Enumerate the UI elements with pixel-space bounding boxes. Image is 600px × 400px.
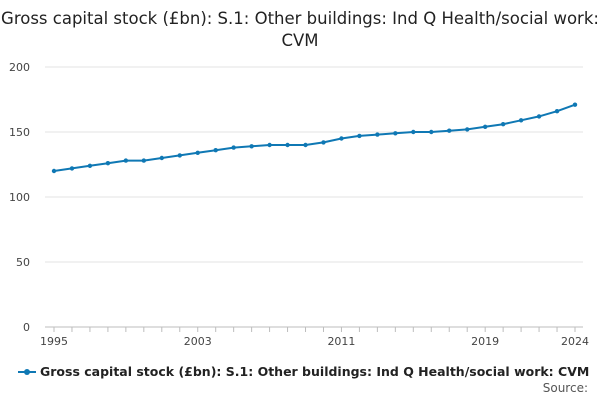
data-point-2023 xyxy=(554,109,560,114)
x-tick-label-1995: 1995 xyxy=(40,335,68,348)
data-point-2001 xyxy=(159,155,164,161)
y-tick-label-0: 0 xyxy=(23,321,30,334)
source-label: Source: xyxy=(542,381,588,395)
x-tick-label-2024: 2024 xyxy=(561,335,589,348)
data-point-2008 xyxy=(285,142,290,148)
data-point-1995 xyxy=(51,168,57,174)
y-tick-label-150: 150 xyxy=(9,126,30,139)
data-point-2011 xyxy=(339,136,344,141)
legend-label: Gross capital stock (£bn): S.1: Other bu… xyxy=(40,364,590,379)
y-tick-label-50: 50 xyxy=(16,256,30,269)
gridlines xyxy=(45,66,583,328)
data-point-2002 xyxy=(177,153,182,158)
chart-title: Gross capital stock (£bn): S.1: Other bu… xyxy=(1,9,599,50)
data-point-2007 xyxy=(267,142,272,148)
data-point-2005 xyxy=(231,145,236,150)
data-point-1996 xyxy=(69,166,75,171)
series-layer xyxy=(51,102,578,174)
data-point-2022 xyxy=(536,114,542,119)
x-axis-tick-labels: 1995 2003 2011 2019 2024 xyxy=(40,335,589,348)
data-point-2010 xyxy=(321,140,326,145)
data-point-1998 xyxy=(105,161,111,166)
data-point-2017 xyxy=(447,128,452,133)
legend: Gross capital stock (£bn): S.1: Other bu… xyxy=(18,364,589,379)
y-tick-label-200: 200 xyxy=(9,61,30,74)
data-point-2012 xyxy=(357,133,362,139)
data-point-2019 xyxy=(482,124,488,129)
y-axis-tick-labels: 0 50 100 150 200 xyxy=(9,61,30,334)
data-point-1997 xyxy=(87,163,93,168)
data-point-2024 xyxy=(572,102,578,107)
legend-swatch xyxy=(18,366,36,378)
data-point-2004 xyxy=(213,148,218,153)
x-axis xyxy=(53,327,576,332)
data-point-2021 xyxy=(518,118,524,123)
x-tick-label-2003: 2003 xyxy=(184,335,212,348)
x-tick-label-2011: 2011 xyxy=(327,335,355,348)
y-tick-label-100: 100 xyxy=(9,191,30,204)
x-tick-label-2019: 2019 xyxy=(471,335,499,348)
data-point-2014 xyxy=(393,131,398,136)
data-point-1999 xyxy=(123,158,129,163)
data-point-2006 xyxy=(249,144,254,149)
data-point-2016 xyxy=(429,129,434,135)
data-point-2013 xyxy=(375,132,380,137)
data-point-2003 xyxy=(195,150,200,155)
data-point-2015 xyxy=(411,129,416,135)
data-point-2009 xyxy=(303,142,308,148)
data-point-2020 xyxy=(500,122,506,127)
data-point-2000 xyxy=(141,158,147,163)
series-line-0 xyxy=(53,103,576,172)
data-point-2018 xyxy=(465,127,470,132)
